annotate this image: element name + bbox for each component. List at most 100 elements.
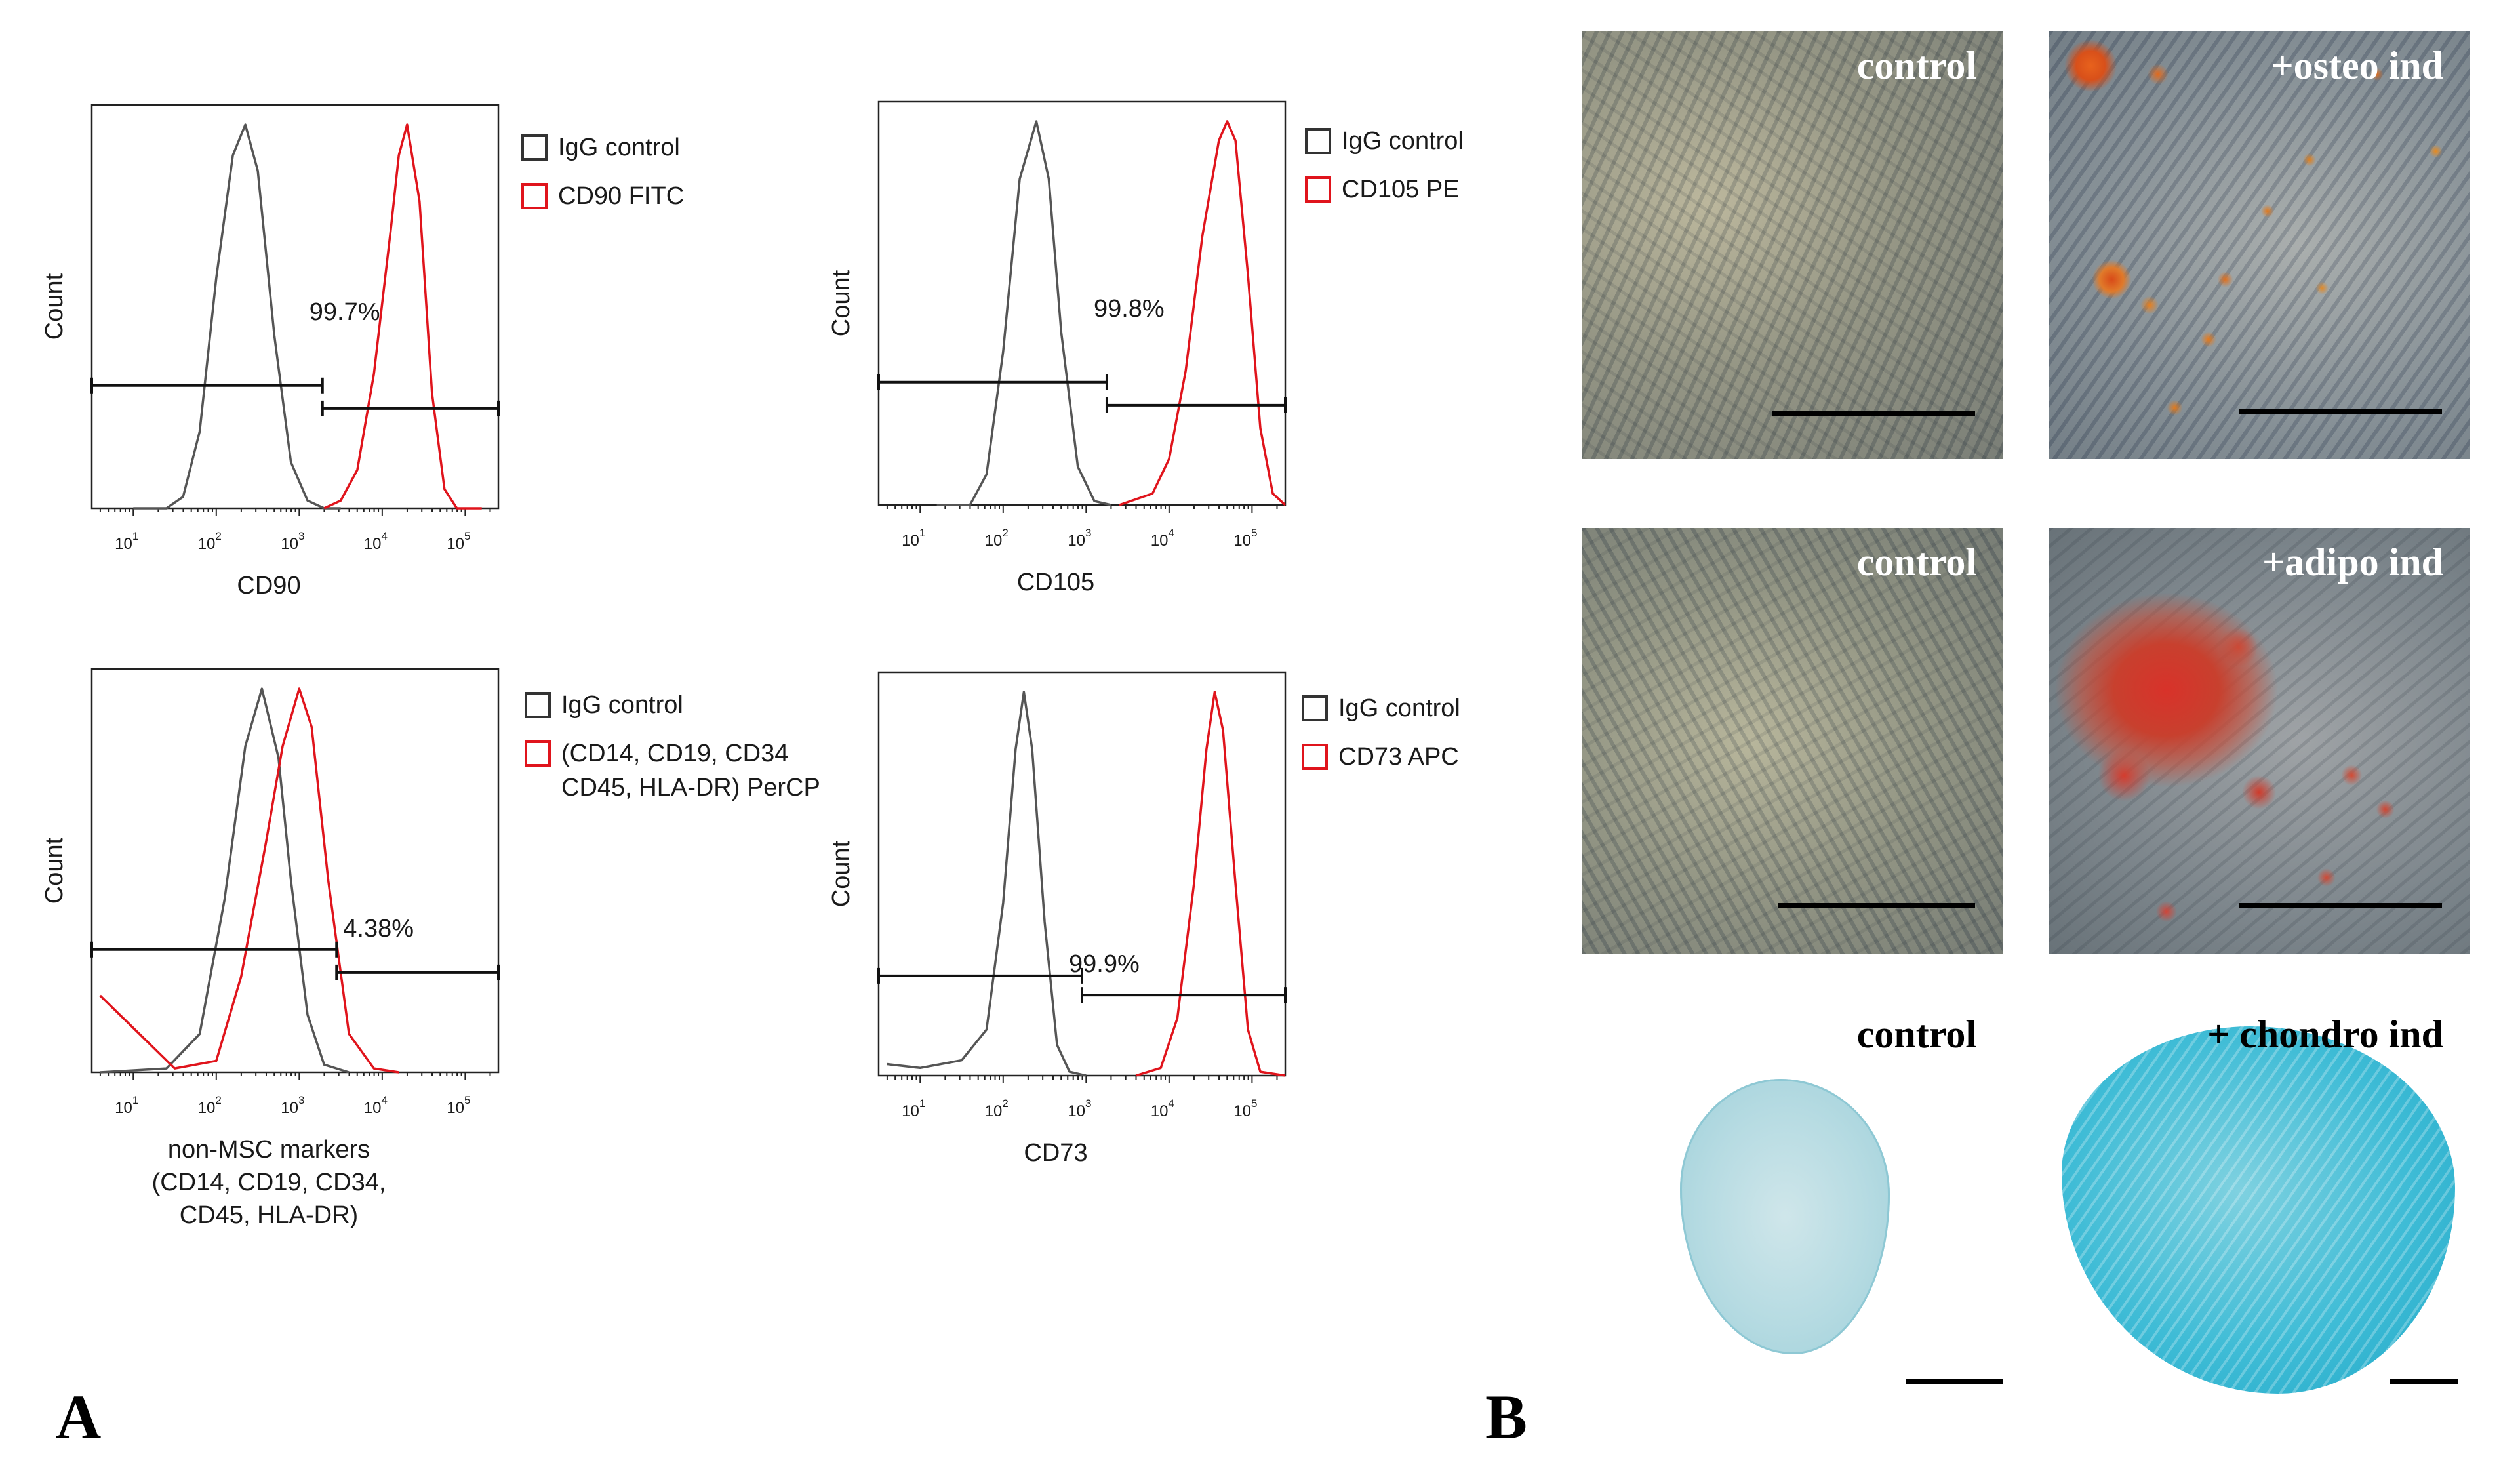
igg-control-curve bbox=[100, 687, 350, 1074]
plot-frame bbox=[90, 668, 500, 1074]
legend-label: CD90 FITC bbox=[558, 182, 685, 210]
scale-bar bbox=[1906, 1379, 2003, 1384]
legend-swatch-red bbox=[521, 183, 548, 209]
igg-control-curve bbox=[887, 691, 1087, 1077]
marker-curve bbox=[1135, 691, 1286, 1077]
x-tick-label: 103 bbox=[1068, 527, 1091, 550]
legend-swatch-gray bbox=[521, 134, 548, 161]
legend-row-marker: CD105 PE bbox=[1305, 176, 1464, 207]
marker-curve bbox=[1119, 120, 1287, 506]
micrograph-label: +osteo ind bbox=[2271, 44, 2443, 87]
histogram-cd90: 101 102 103 104 105 99.7% Count CD90 bbox=[26, 98, 511, 626]
igg-control-curve bbox=[133, 123, 341, 510]
legend-label: CD105 PE bbox=[1342, 176, 1460, 203]
x-tick-exponent: 3 bbox=[1085, 527, 1091, 539]
histogram-cd73: 101 102 103 104 105 99.9% Count CD73 bbox=[813, 666, 1298, 1194]
x-tick-label: 102 bbox=[985, 1097, 1009, 1120]
x-tick-label: 102 bbox=[198, 1094, 222, 1117]
gate-percent-label: 99.8% bbox=[1094, 295, 1165, 323]
scale-bar bbox=[1778, 903, 1975, 908]
x-tick-exponent: 1 bbox=[132, 530, 138, 542]
x-tick-exponent: 2 bbox=[1002, 1097, 1008, 1110]
legend-swatch-red bbox=[1302, 744, 1328, 770]
x-tick-exponent: 4 bbox=[1168, 527, 1174, 539]
histogram-cd105-svg: 101 102 103 104 105 99.8% Count CD105 bbox=[828, 100, 1287, 596]
x-axis-label: CD105 bbox=[1017, 569, 1094, 596]
legend-row-igg: IgG control bbox=[1302, 695, 1460, 725]
x-tick-label: 102 bbox=[198, 530, 222, 553]
x-tick-exponent: 4 bbox=[1168, 1097, 1174, 1110]
x-tick-label: 102 bbox=[985, 527, 1009, 550]
gate-percent-label: 99.9% bbox=[1069, 950, 1140, 978]
plot-frame bbox=[90, 104, 500, 510]
micrograph-label: + chondro ind bbox=[2207, 1013, 2443, 1056]
marker-curve bbox=[99, 687, 399, 1074]
micrograph-chondro-control: control bbox=[1582, 1000, 2003, 1420]
x-tick-exponent: 1 bbox=[919, 527, 925, 539]
x-axis-label: non-MSC markers bbox=[168, 1136, 370, 1163]
legend-swatch-red bbox=[1305, 176, 1331, 203]
histogram-cd73-svg: 101 102 103 104 105 99.9% Count CD73 bbox=[828, 671, 1287, 1167]
legend-row-igg: IgG control bbox=[1305, 127, 1464, 158]
legend-cd73: IgG control CD73 APC bbox=[1302, 695, 1460, 792]
scale-bar bbox=[2239, 409, 2442, 414]
x-tick-exponent: 5 bbox=[464, 1094, 470, 1106]
legend-label: CD73 APC bbox=[1338, 743, 1459, 771]
scale-bar bbox=[2239, 903, 2442, 908]
x-tick-label: 101 bbox=[115, 530, 138, 553]
y-axis-label: Count bbox=[41, 837, 68, 904]
micrograph-adipo-induced: +adipo ind bbox=[2049, 528, 2470, 954]
y-axis-label: Count bbox=[828, 270, 855, 336]
x-tick-label: 101 bbox=[115, 1094, 138, 1117]
micrograph-label: control bbox=[1856, 540, 1976, 584]
scale-bar bbox=[2390, 1379, 2458, 1384]
scale-bar bbox=[1772, 411, 1975, 416]
micrograph-label: control bbox=[1856, 44, 1976, 87]
legend-row-marker: CD73 APC bbox=[1302, 743, 1460, 774]
x-tick-exponent: 2 bbox=[215, 530, 221, 542]
x-tick-exponent: 5 bbox=[1251, 1097, 1257, 1110]
x-tick-label: 104 bbox=[1151, 1097, 1174, 1120]
y-axis-label: Count bbox=[41, 273, 68, 340]
legend-label: (CD14, CD19, CD34 CD45, HLA-DR) PerCP bbox=[561, 740, 820, 801]
x-tick-exponent: 3 bbox=[298, 530, 304, 542]
legend-row-marker: CD90 FITC bbox=[521, 182, 684, 213]
micrograph-label: control bbox=[1856, 1013, 1976, 1056]
x-tick-exponent: 4 bbox=[381, 1094, 387, 1106]
marker-curve bbox=[323, 123, 482, 510]
legend-swatch-gray bbox=[1305, 128, 1331, 154]
y-axis-label: Count bbox=[828, 840, 855, 907]
legend-row-igg: IgG control bbox=[525, 691, 850, 722]
x-tick-label: 105 bbox=[1233, 527, 1257, 550]
legend-swatch-gray bbox=[525, 692, 551, 718]
x-tick-label: 104 bbox=[364, 530, 388, 553]
x-tick-label: 103 bbox=[281, 530, 304, 553]
x-tick-label: 105 bbox=[1233, 1097, 1257, 1120]
x-tick-label: 103 bbox=[1068, 1097, 1091, 1120]
legend-label: IgG control bbox=[561, 691, 683, 719]
x-tick-exponent: 2 bbox=[1002, 527, 1008, 539]
x-tick-label: 101 bbox=[902, 1097, 925, 1120]
legend-swatch-red bbox=[525, 740, 551, 767]
x-tick-exponent: 5 bbox=[1251, 527, 1257, 539]
panel-label-a: A bbox=[56, 1382, 102, 1452]
legend-row-marker: (CD14, CD19, CD34 CD45, HLA-DR) PerCP bbox=[525, 740, 850, 805]
micrograph-chondro-induced: + chondro ind bbox=[2049, 1000, 2470, 1420]
x-tick-label: 101 bbox=[902, 527, 925, 550]
x-tick-exponent: 2 bbox=[215, 1094, 221, 1106]
x-tick-exponent: 5 bbox=[464, 530, 470, 542]
x-tick-exponent: 4 bbox=[381, 530, 387, 542]
legend-label: IgG control bbox=[1338, 695, 1460, 722]
gate-percent-label: 4.38% bbox=[343, 915, 414, 942]
histogram-non-msc: 101 102 103 104 105 4.38% Count non-MSC markers… bbox=[26, 662, 511, 1256]
x-tick-exponent: 1 bbox=[132, 1094, 138, 1106]
histogram-cd90-svg: 101 102 103 104 105 99.7% Count CD90 bbox=[41, 104, 500, 599]
pellet-faint bbox=[1680, 1079, 1890, 1354]
x-tick-label: 105 bbox=[447, 1094, 470, 1117]
x-tick-exponent: 3 bbox=[1085, 1097, 1091, 1110]
histogram-non-msc-svg: 101 102 103 104 105 4.38% Count non-MSC markers… bbox=[41, 668, 500, 1229]
gate-percent-label: 99.7% bbox=[310, 298, 380, 326]
x-axis-label: (CD14, CD19, CD34, bbox=[152, 1169, 386, 1196]
micrograph-osteo-induced: +osteo ind bbox=[2049, 31, 2470, 459]
x-tick-label: 105 bbox=[447, 530, 470, 553]
